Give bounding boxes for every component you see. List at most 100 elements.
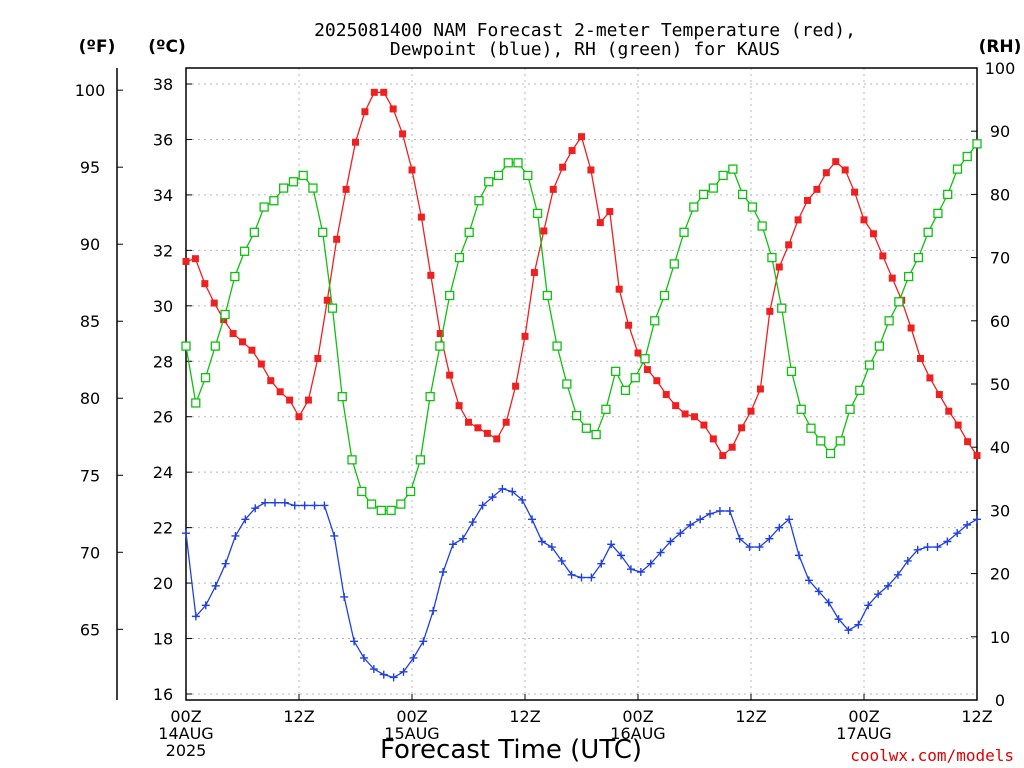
x-tick-label: 16AUG	[610, 724, 665, 743]
temperature-point	[465, 418, 472, 426]
celsius-tick-label: 22	[153, 519, 173, 538]
dewpoint-point	[597, 559, 606, 568]
rh-tick-label: 60	[990, 312, 1010, 331]
rh-point	[181, 341, 191, 351]
dewpoint-point	[429, 606, 438, 615]
rh-tick-label: 30	[990, 501, 1010, 520]
celsius-tick-label: 26	[153, 408, 173, 427]
dewpoint-point	[221, 559, 230, 568]
temperature-point	[643, 366, 651, 374]
fahrenheit-tick-label: 70	[80, 543, 100, 562]
dewpoint-point	[587, 573, 596, 582]
temperature-point	[935, 391, 943, 399]
x-tick-label: 00Z	[170, 707, 201, 726]
rh-point	[435, 341, 445, 351]
rh-point	[279, 183, 289, 193]
rh-point	[874, 341, 884, 351]
dewpoint-point	[537, 537, 546, 546]
rh-point	[464, 227, 474, 237]
temperature-point	[267, 377, 275, 385]
rh-point	[689, 202, 699, 212]
temperature-point	[248, 346, 256, 354]
rh-point	[825, 448, 836, 459]
rh-point	[445, 290, 455, 301]
temperature-point	[653, 377, 661, 385]
dewpoint-point	[340, 592, 349, 601]
rh-point	[913, 252, 924, 263]
dewpoint-point	[607, 540, 616, 549]
rh-point	[650, 316, 660, 326]
rh-point	[864, 360, 875, 370]
dewpoint-point	[626, 565, 635, 574]
series-dewpoint	[182, 484, 981, 682]
temperature-point	[756, 385, 764, 393]
rh-point	[366, 499, 377, 509]
rh-point	[552, 341, 562, 351]
temperature-point	[352, 138, 359, 146]
temperature-point	[625, 321, 633, 329]
rh-point	[777, 303, 787, 313]
rh-point	[718, 170, 728, 181]
x-tick-label: 17AUG	[836, 724, 891, 743]
temperature-point	[578, 133, 585, 141]
temperature-point	[323, 296, 331, 304]
dewpoint-point	[775, 523, 784, 532]
dewpoint-point	[261, 498, 270, 507]
rh-point	[640, 354, 650, 364]
rh-tick-label: 100	[985, 59, 1016, 78]
temperature-point	[333, 235, 341, 243]
rh-point	[513, 158, 523, 168]
rh-point	[933, 208, 943, 219]
rh-point	[581, 423, 592, 433]
temperature-point	[794, 216, 802, 224]
temperature-point	[606, 208, 614, 216]
dewpoint-point	[320, 501, 329, 510]
x-tick-label: 15AUG	[384, 724, 439, 743]
x-tick-label: 12Z	[509, 707, 540, 726]
dewpoint-point	[893, 570, 902, 579]
dewpoint-point	[448, 540, 457, 549]
temperature-point	[295, 413, 303, 421]
rh-point	[308, 183, 318, 193]
temperature-point	[502, 418, 510, 426]
fahrenheit-tick-label: 75	[80, 466, 100, 485]
temperature-point	[455, 402, 463, 410]
rh-point	[816, 436, 826, 446]
dewpoint-point	[518, 495, 527, 504]
rh-point	[474, 196, 484, 206]
dewpoint-point	[399, 667, 408, 676]
dewpoint-point	[755, 543, 764, 552]
dewpoint-point	[389, 673, 398, 682]
dewpoint-point	[498, 484, 507, 493]
x-tick-label: 12Z	[735, 707, 766, 726]
rh-point	[562, 379, 572, 389]
rh-point	[210, 341, 220, 351]
celsius-tick-label: 36	[153, 130, 173, 149]
rh-point	[493, 170, 504, 181]
rh-point	[952, 164, 963, 174]
rh-point	[728, 164, 738, 174]
temperature-point	[549, 185, 557, 193]
dewpoint-point	[458, 534, 467, 543]
temperature-point	[954, 421, 962, 429]
rh-unit-label: (RH)	[979, 37, 1022, 57]
rh-point	[767, 252, 777, 263]
temperature-point	[709, 435, 717, 443]
x-axis-title: Forecast Time (UTC)	[380, 735, 642, 765]
temperature-point	[596, 219, 604, 227]
dewpoint-point	[359, 653, 368, 662]
dewpoint-point	[923, 543, 932, 552]
temperature-point	[380, 88, 388, 96]
chart-title-line-2: Dewpoint (blue), RH (green) for KAUS	[390, 39, 780, 60]
dewpoint-point	[211, 581, 220, 590]
temperature-line	[185, 91, 978, 457]
dewpoint-point	[824, 598, 833, 607]
temperature-point	[917, 355, 924, 362]
dewpoint-point	[745, 543, 754, 552]
rh-point	[571, 410, 582, 421]
rh-point	[386, 505, 396, 516]
dewpoint-point	[933, 543, 942, 552]
celsius-tick-label: 34	[153, 186, 173, 205]
temperature-point	[427, 271, 435, 279]
rh-point	[249, 227, 260, 237]
